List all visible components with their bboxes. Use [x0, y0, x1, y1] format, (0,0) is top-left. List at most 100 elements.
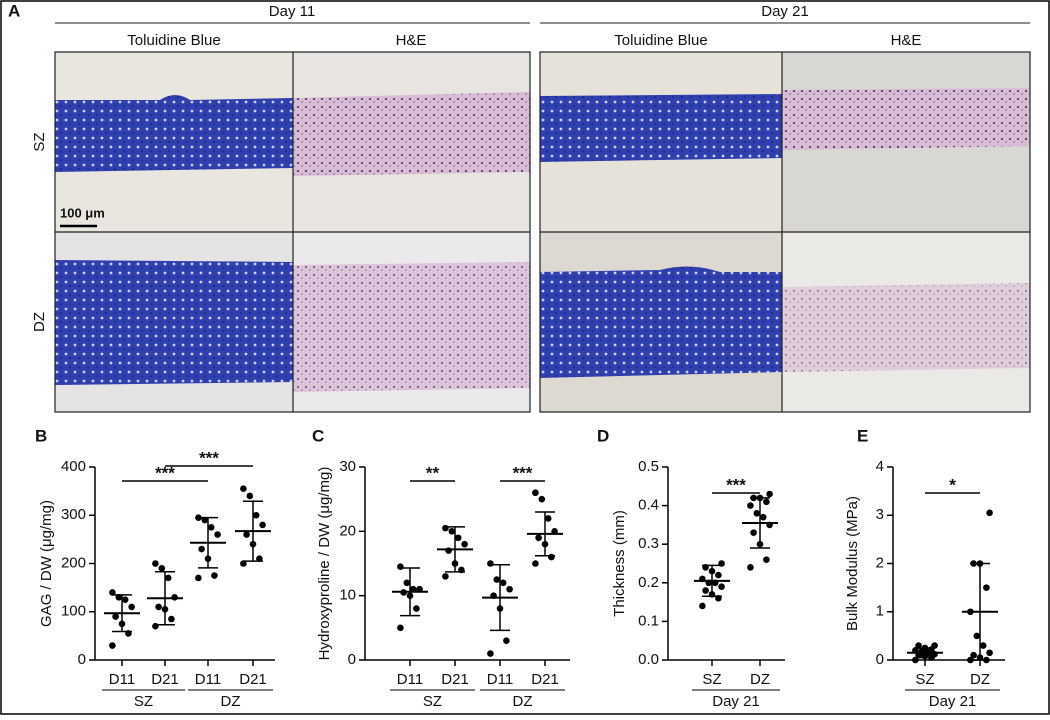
row-label: DZ: [31, 312, 48, 332]
comparison-label: ***: [513, 463, 533, 482]
stain-title: H&E: [891, 32, 922, 49]
data-point: [699, 602, 706, 610]
y-tick-label: 0.4: [638, 497, 659, 514]
tissue: [782, 283, 1030, 372]
data-point: [112, 613, 119, 620]
y-tick-label: 100: [61, 603, 86, 620]
comparison-label: *: [949, 475, 956, 494]
group-label: DZ: [513, 693, 533, 710]
y-axis-label: Thickness (mm): [611, 510, 628, 617]
data-point: [753, 510, 761, 517]
data-point: [198, 545, 205, 553]
data-point: [759, 513, 767, 521]
y-tick-label: 0.1: [638, 612, 659, 629]
data-point: [461, 540, 468, 548]
tissue: [293, 92, 530, 176]
panel-a: A Day 11 Day 21 Toluidine Blue H&E Tolui…: [8, 1, 1031, 413]
data-point: [915, 642, 922, 649]
data-point: [413, 605, 420, 612]
data-point: [544, 515, 552, 522]
y-tick-label: 0: [78, 651, 86, 668]
data-point: [532, 560, 539, 567]
y-tick-label: 2: [876, 554, 884, 571]
comparison-label: ***: [726, 475, 746, 494]
data-point: [445, 547, 452, 554]
tissue: [540, 266, 782, 378]
data-point: [201, 516, 209, 524]
data-point: [715, 571, 722, 579]
y-tick-label: 3: [876, 506, 884, 523]
x-tick-label: D11: [195, 671, 221, 688]
panel-letter: E: [857, 426, 868, 445]
y-tick-label: 0.5: [638, 458, 659, 475]
data-point: [214, 531, 221, 538]
data-point: [115, 593, 123, 601]
comparison-label: **: [426, 463, 440, 482]
data-point: [109, 642, 116, 649]
data-point: [240, 560, 247, 567]
data-point: [442, 573, 449, 580]
data-point: [970, 651, 977, 659]
group-label: DZ: [221, 693, 241, 710]
data-point: [503, 637, 510, 644]
y-tick-label: 400: [61, 458, 86, 475]
panel-letter: B: [35, 426, 47, 445]
data-point: [986, 649, 993, 657]
x-tick-label: D11: [397, 671, 423, 688]
data-point: [168, 615, 175, 623]
group-label: Day 21: [929, 693, 977, 710]
x-tick-label: DZ: [750, 671, 770, 688]
data-point: [535, 534, 542, 542]
data-point: [397, 624, 404, 632]
data-point: [195, 574, 202, 582]
data-point: [718, 583, 725, 590]
y-tick-label: 0.0: [638, 651, 659, 668]
y-axis-label: GAG / DW (μg/mg): [38, 500, 55, 627]
y-tick-label: 200: [61, 554, 86, 571]
data-point: [121, 596, 129, 603]
data-point: [256, 555, 263, 562]
y-tick-label: 0: [876, 651, 884, 668]
data-point: [538, 495, 546, 503]
day-title: Day 21: [761, 3, 809, 20]
data-point: [499, 579, 507, 587]
comparison-label: ***: [199, 448, 219, 467]
tissue: [55, 260, 293, 385]
y-tick-label: 1: [876, 603, 884, 620]
x-tick-label: D21: [151, 671, 179, 688]
tissue: [293, 262, 530, 392]
data-point: [252, 511, 260, 519]
day-title: Day 11: [269, 3, 315, 20]
y-tick-label: 300: [61, 506, 86, 523]
x-tick-label: D21: [239, 671, 267, 688]
x-tick-label: D21: [531, 671, 559, 688]
x-tick-label: D11: [109, 671, 135, 688]
data-point: [548, 553, 555, 561]
data-point: [766, 490, 773, 498]
data-point: [487, 560, 494, 567]
data-point: [152, 560, 159, 567]
data-point: [763, 556, 770, 563]
data-point: [397, 563, 404, 571]
data-point: [487, 650, 494, 657]
data-point: [454, 534, 462, 542]
y-tick-label: 0.3: [638, 535, 659, 552]
data-point: [986, 509, 993, 517]
y-tick-label: 30: [339, 458, 356, 475]
data-point: [973, 632, 981, 640]
data-point: [164, 574, 172, 582]
data-point: [912, 656, 919, 664]
group-label: Day 21: [712, 693, 760, 710]
data-point: [243, 531, 250, 538]
y-axis-label: Hydroxyproline / DW (μg/mg): [316, 467, 333, 661]
tissue: [540, 94, 782, 162]
data-point: [979, 642, 987, 649]
y-axis-label: Bulk Modulus (MPa): [844, 496, 861, 631]
tissue: [55, 95, 293, 172]
panel-letter: C: [312, 426, 324, 445]
y-tick-label: 20: [339, 522, 356, 539]
panel-letter: A: [8, 1, 20, 20]
data-point: [442, 524, 449, 532]
tissue: [782, 88, 1030, 150]
